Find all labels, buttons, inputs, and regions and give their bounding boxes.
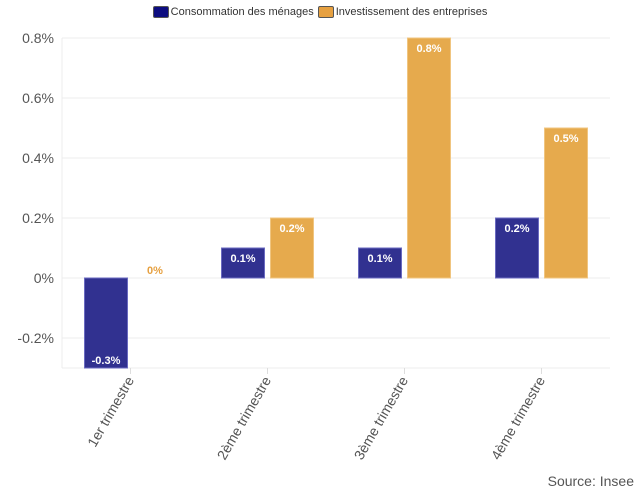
bar-consommation bbox=[221, 247, 265, 279]
x-tick-label: 4ème trimestre bbox=[488, 373, 549, 462]
y-tick-label: 0.2% bbox=[22, 210, 54, 226]
legend-label: Investissement des entreprises bbox=[335, 6, 488, 18]
x-tick-label: 1er trimestre bbox=[84, 373, 137, 449]
y-tick-label: 0.6% bbox=[22, 90, 54, 106]
y-tick-label: 0% bbox=[34, 270, 54, 286]
source-note: Source: Insee bbox=[547, 473, 634, 489]
data-label: 0.1% bbox=[367, 253, 392, 265]
data-label: 0.1% bbox=[230, 253, 255, 265]
legend-label: Consommation des ménages bbox=[170, 6, 314, 18]
data-label: 0% bbox=[147, 265, 163, 277]
legend-item-consommation[interactable]: Consommation des ménages bbox=[152, 6, 314, 18]
x-tick-label: 2ème trimestre bbox=[214, 373, 275, 462]
bar-consommation bbox=[495, 217, 539, 279]
bar-consommation bbox=[84, 277, 128, 369]
bar-investissement bbox=[407, 37, 451, 279]
y-tick-label: -0.2% bbox=[17, 330, 54, 346]
data-label: 0.2% bbox=[279, 223, 304, 235]
bar-consommation bbox=[358, 247, 402, 279]
data-label: 0.8% bbox=[416, 43, 441, 55]
y-tick-label: 0.8% bbox=[22, 30, 54, 46]
legend-swatch bbox=[152, 6, 169, 18]
data-label: 0.2% bbox=[504, 223, 529, 235]
bar-investissement bbox=[544, 127, 588, 279]
y-tick-label: 0.4% bbox=[22, 150, 54, 166]
legend-swatch bbox=[317, 6, 334, 18]
x-tick-label: 3ème trimestre bbox=[351, 373, 412, 462]
bar-investissement bbox=[270, 217, 314, 279]
legend: Consommation des ménages Investissement … bbox=[0, 6, 640, 18]
data-label: 0.5% bbox=[553, 133, 578, 145]
data-label: -0.3% bbox=[92, 355, 121, 367]
legend-item-investissement[interactable]: Investissement des entreprises bbox=[317, 6, 488, 18]
